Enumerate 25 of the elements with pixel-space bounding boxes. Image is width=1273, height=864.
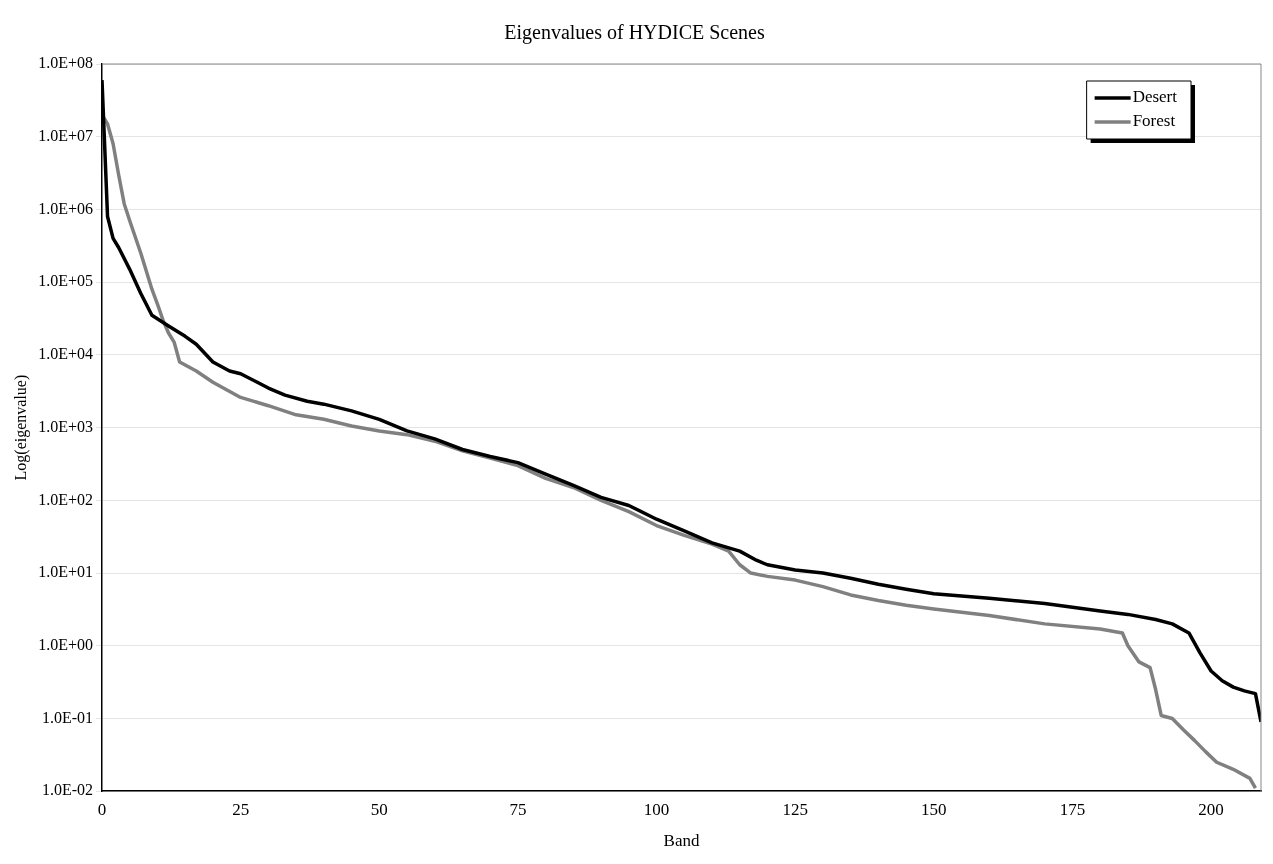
x-tick-label: 200 (1198, 799, 1224, 819)
x-tick-label: 125 (782, 799, 808, 819)
legend-label: Desert (1132, 87, 1178, 107)
x-tick-label: 175 (1059, 799, 1086, 819)
y-tick-label: 1.0E+04 (38, 345, 93, 363)
legend-label: Forest (1132, 111, 1176, 131)
x-tick-label: 25 (232, 799, 250, 819)
y-tick-label: 1.0E+05 (38, 272, 93, 290)
y-tick-label: 1.0E+03 (38, 417, 93, 435)
y-tick-label: 1.0E+02 (38, 490, 93, 508)
y-tick-label: 1.0E+07 (38, 126, 93, 144)
y-tick-label: 1.0E+08 (38, 54, 93, 72)
y-axis-title: Log(eigenvalue) (11, 374, 30, 481)
y-tick-label: 1.0E+06 (38, 199, 93, 217)
x-tick-label: 50 (370, 799, 388, 819)
x-tick-label: 0 (97, 799, 107, 819)
y-tick-label: 1.0E-02 (41, 781, 93, 799)
y-tick-label: 1.0E+00 (38, 635, 93, 653)
x-tick-label: 100 (643, 799, 670, 819)
x-tick-label: 150 (921, 799, 947, 819)
y-tick-label: 1.0E+01 (38, 563, 93, 581)
x-tick-label: 75 (509, 799, 527, 819)
chart-title: Eigenvalues of HYDICE Scenes (504, 21, 765, 45)
x-axis-title: Band (663, 831, 700, 851)
y-tick-label: 1.0E-01 (41, 708, 93, 726)
